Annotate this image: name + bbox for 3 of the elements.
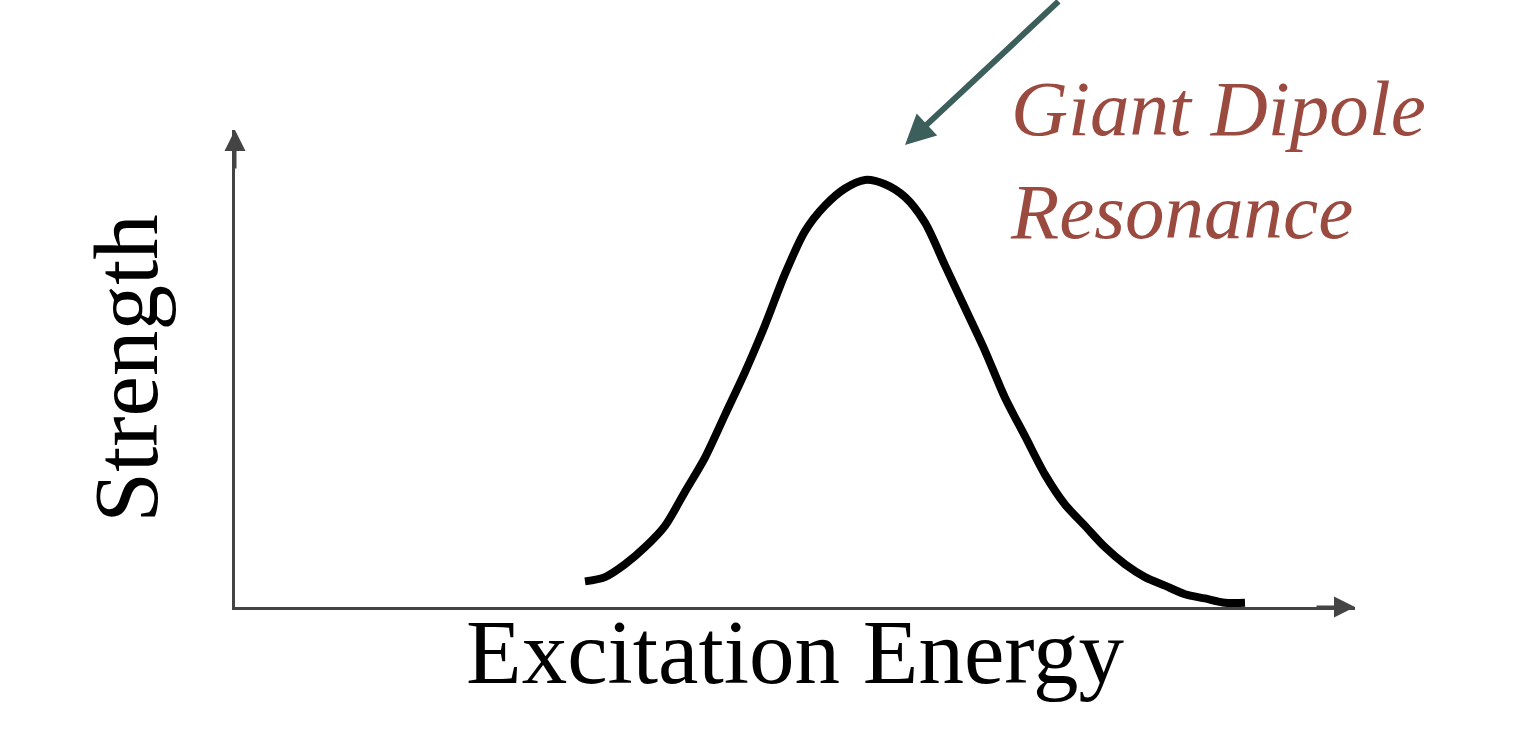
x-axis-title: Excitation Energy	[466, 601, 1125, 703]
annotation: Giant Dipole Resonance	[1010, 65, 1426, 255]
y-axis-title: Strength	[75, 214, 177, 523]
